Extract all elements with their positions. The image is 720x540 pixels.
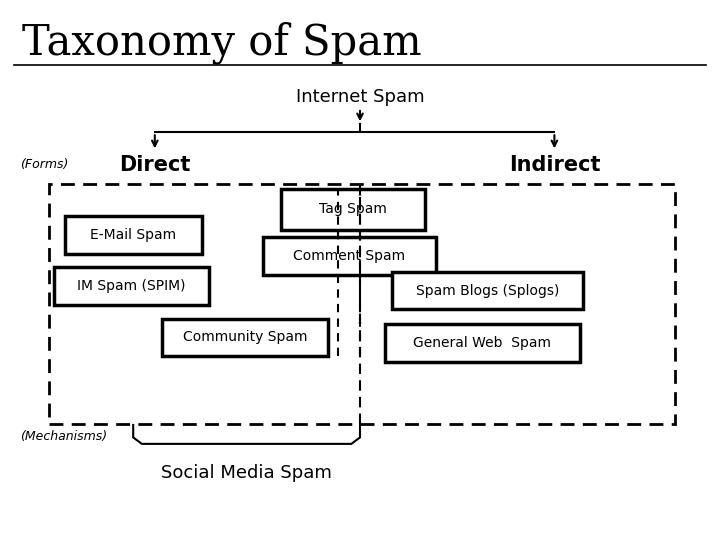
Bar <box>54 267 209 305</box>
Text: E-Mail Spam: E-Mail Spam <box>90 228 176 242</box>
Text: Community Spam: Community Spam <box>183 330 307 345</box>
Bar <box>385 324 580 362</box>
Text: IM Spam (SPIM): IM Spam (SPIM) <box>77 279 186 293</box>
Text: Indirect: Indirect <box>508 154 600 175</box>
Bar <box>263 237 436 275</box>
Bar <box>392 272 583 309</box>
Text: Comment Spam: Comment Spam <box>293 249 405 263</box>
Text: (Forms): (Forms) <box>20 158 68 171</box>
Text: (Mechanisms): (Mechanisms) <box>20 430 107 443</box>
Bar <box>162 319 328 356</box>
Bar <box>281 189 425 230</box>
Text: Spam Blogs (Splogs): Spam Blogs (Splogs) <box>416 284 559 298</box>
Text: Internet Spam: Internet Spam <box>296 88 424 106</box>
Text: Taxonomy of Spam: Taxonomy of Spam <box>22 22 421 64</box>
Bar <box>49 184 675 424</box>
Text: General Web  Spam: General Web Spam <box>413 336 552 350</box>
Text: Tag Spam: Tag Spam <box>319 202 387 216</box>
Text: Social Media Spam: Social Media Spam <box>161 464 332 482</box>
Bar <box>65 216 202 254</box>
Text: Direct: Direct <box>119 154 191 175</box>
